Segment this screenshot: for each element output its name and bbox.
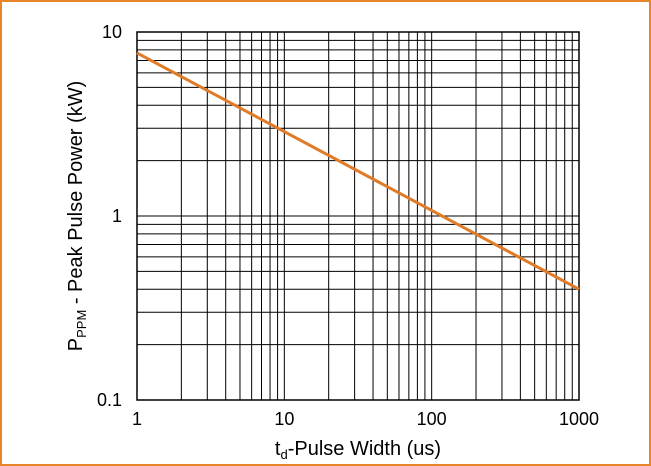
series-line-0	[136, 51, 580, 291]
y-tick-labels: 0.1 1 10	[97, 22, 122, 410]
y-axis-label-main: P	[65, 338, 87, 351]
x-tick-label: 100	[417, 409, 447, 429]
y-axis-label-sub: PPM	[74, 310, 89, 338]
x-tick-label: 1	[132, 409, 142, 429]
grid-lines	[136, 32, 579, 401]
y-tick-label: 10	[102, 22, 122, 42]
x-axis-label-main: t	[275, 438, 281, 460]
y-tick-label: 1	[112, 206, 122, 226]
y-axis-label: PPPM - Peak Pulse Power (kW)	[65, 81, 89, 351]
x-tick-label: 10	[274, 409, 294, 429]
x-tick-labels: 1 10 100 1000	[132, 409, 599, 429]
x-tick-label: 1000	[559, 409, 599, 429]
x-axis-label-rest: -Pulse Width (us)	[288, 438, 441, 460]
y-axis-label-rest: - Peak Pulse Power (kW)	[65, 81, 87, 310]
plot-area-border	[136, 31, 580, 401]
x-axis-label: td-Pulse Width (us)	[275, 438, 441, 462]
x-axis-label-sub: d	[280, 447, 287, 462]
series-group	[136, 51, 580, 291]
y-tick-label: 0.1	[97, 390, 122, 410]
